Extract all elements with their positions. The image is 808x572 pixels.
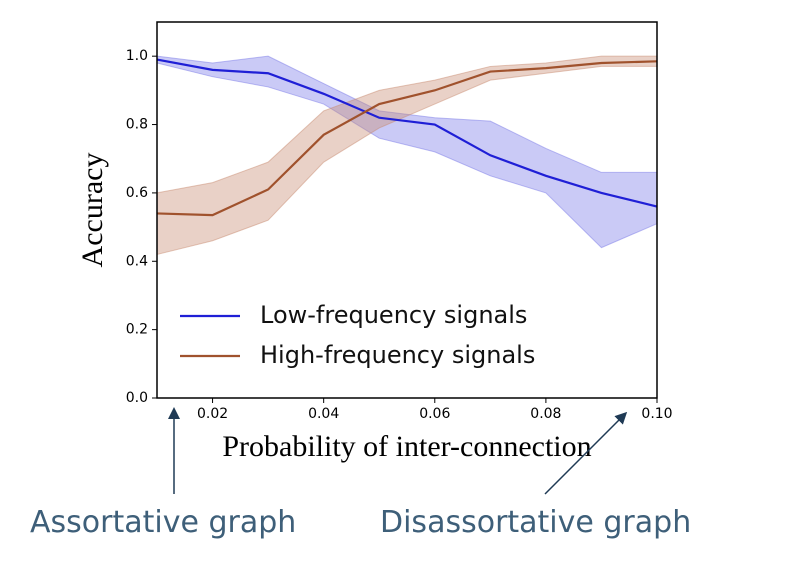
y-tick-label: 0.0 [126,390,148,406]
y-tick-label: 0.8 [126,117,148,133]
x-tick-label: 0.08 [530,406,561,422]
line [156,58,658,208]
plot-frame [156,21,658,399]
annotation: Assortative graph [30,505,296,540]
legend-label: Low-frequency signals [260,301,527,329]
line [156,60,658,217]
y-tick-label: 0.2 [126,322,148,338]
y-tick-label: 0.6 [126,185,148,201]
annotation: Disassortative graph [380,505,691,540]
x-tick-label: 0.04 [308,406,339,422]
y-axis-label: Accuracy [76,153,109,268]
annotation-arrow [544,411,628,495]
x-tick-label: 0.10 [641,406,672,422]
y-tick-label: 1.0 [126,48,148,64]
x-tick-label: 0.06 [419,406,450,422]
x-axis-label: Probability of inter-connection [222,430,591,463]
x-tick-label: 0.02 [197,406,228,422]
y-tick-label: 0.4 [126,253,148,269]
legend-label: High-frequency signals [260,341,535,369]
